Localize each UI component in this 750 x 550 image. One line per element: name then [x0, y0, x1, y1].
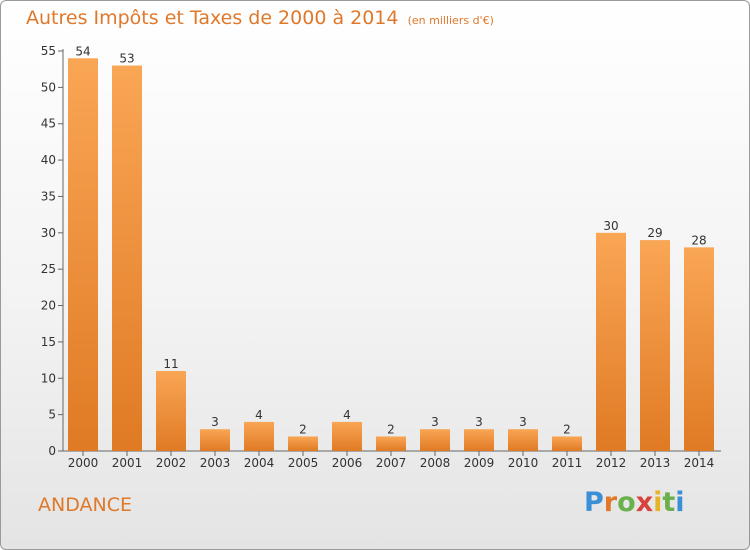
- bar: [68, 58, 98, 451]
- logo-letter: i: [675, 487, 685, 518]
- logo-letter: P: [584, 487, 604, 518]
- y-tick-label: 10: [41, 371, 56, 385]
- data-label: 3: [475, 415, 483, 429]
- y-tick-label: 20: [41, 299, 56, 313]
- y-tick-label: 0: [48, 444, 56, 458]
- data-label: 54: [75, 44, 90, 58]
- x-tick-label: 2001: [112, 456, 143, 470]
- y-tick-label: 25: [41, 262, 56, 276]
- data-label: 4: [255, 408, 263, 422]
- bar: [332, 421, 362, 451]
- data-label: 53: [119, 52, 134, 66]
- bar: [464, 429, 494, 451]
- x-tick-label: 2005: [288, 456, 319, 470]
- bar: [200, 429, 230, 451]
- chart-bars: [68, 58, 714, 451]
- logo-letter: x: [635, 487, 654, 518]
- x-tick-label: 2000: [68, 456, 99, 470]
- x-tick-label: 2006: [332, 456, 363, 470]
- bar: [552, 436, 582, 451]
- chart-labels: 2000 54 2001 53 2002 11 2003 3 2004 4 2005 2 2006 4 20…: [68, 44, 715, 470]
- x-tick-label: 2010: [508, 456, 539, 470]
- chart-subtitle: (en milliers d'€): [407, 14, 494, 27]
- data-label: 2: [563, 422, 571, 436]
- logo-letter: r: [603, 487, 618, 518]
- bar: [112, 65, 142, 451]
- bar: [156, 371, 186, 451]
- data-label: 4: [343, 408, 351, 422]
- data-label: 30: [603, 219, 618, 233]
- data-label: 11: [163, 357, 178, 371]
- x-tick-label: 2004: [244, 456, 275, 470]
- data-label: 3: [431, 415, 439, 429]
- logo-letter: o: [617, 487, 636, 518]
- bar: [376, 436, 406, 451]
- data-label: 3: [211, 415, 219, 429]
- y-tick-label: 5: [48, 408, 56, 422]
- x-tick-label: 2002: [156, 456, 187, 470]
- y-tick-label: 50: [41, 80, 56, 94]
- x-tick-label: 2012: [596, 456, 627, 470]
- x-tick-label: 2014: [684, 456, 715, 470]
- x-tick-label: 2008: [420, 456, 451, 470]
- chart-title: Autres Impôts et Taxes de 2000 à 2014: [26, 7, 399, 29]
- proxiti-logo: Proxiti: [584, 487, 685, 518]
- bar: [244, 421, 274, 451]
- x-tick-label: 2011: [552, 456, 583, 470]
- bar: [420, 429, 450, 451]
- logo-letter: t: [662, 487, 676, 518]
- bar: [684, 247, 714, 451]
- data-label: 28: [691, 233, 706, 247]
- y-tick-label: 40: [41, 153, 56, 167]
- data-label: 2: [387, 422, 395, 436]
- bar: [596, 232, 626, 451]
- town-name: ANDANCE: [38, 494, 132, 516]
- data-label: 29: [647, 226, 662, 240]
- y-tick-label: 55: [41, 44, 56, 58]
- x-tick-label: 2003: [200, 456, 231, 470]
- y-tick-label: 45: [41, 117, 56, 131]
- y-tick-label: 15: [41, 335, 56, 349]
- data-label: 3: [519, 415, 527, 429]
- x-tick-label: 2009: [464, 456, 495, 470]
- bar: [640, 240, 670, 451]
- bar: [508, 429, 538, 451]
- y-tick-label: 30: [41, 226, 56, 240]
- chart-title-block: Autres Impôts et Taxes de 2000 à 2014 (e…: [26, 7, 494, 29]
- x-tick-label: 2013: [640, 456, 671, 470]
- y-tick-label: 35: [41, 189, 56, 203]
- x-tick-label: 2007: [376, 456, 407, 470]
- bar: [288, 436, 318, 451]
- logo-letter: i: [653, 487, 663, 518]
- data-label: 2: [299, 422, 307, 436]
